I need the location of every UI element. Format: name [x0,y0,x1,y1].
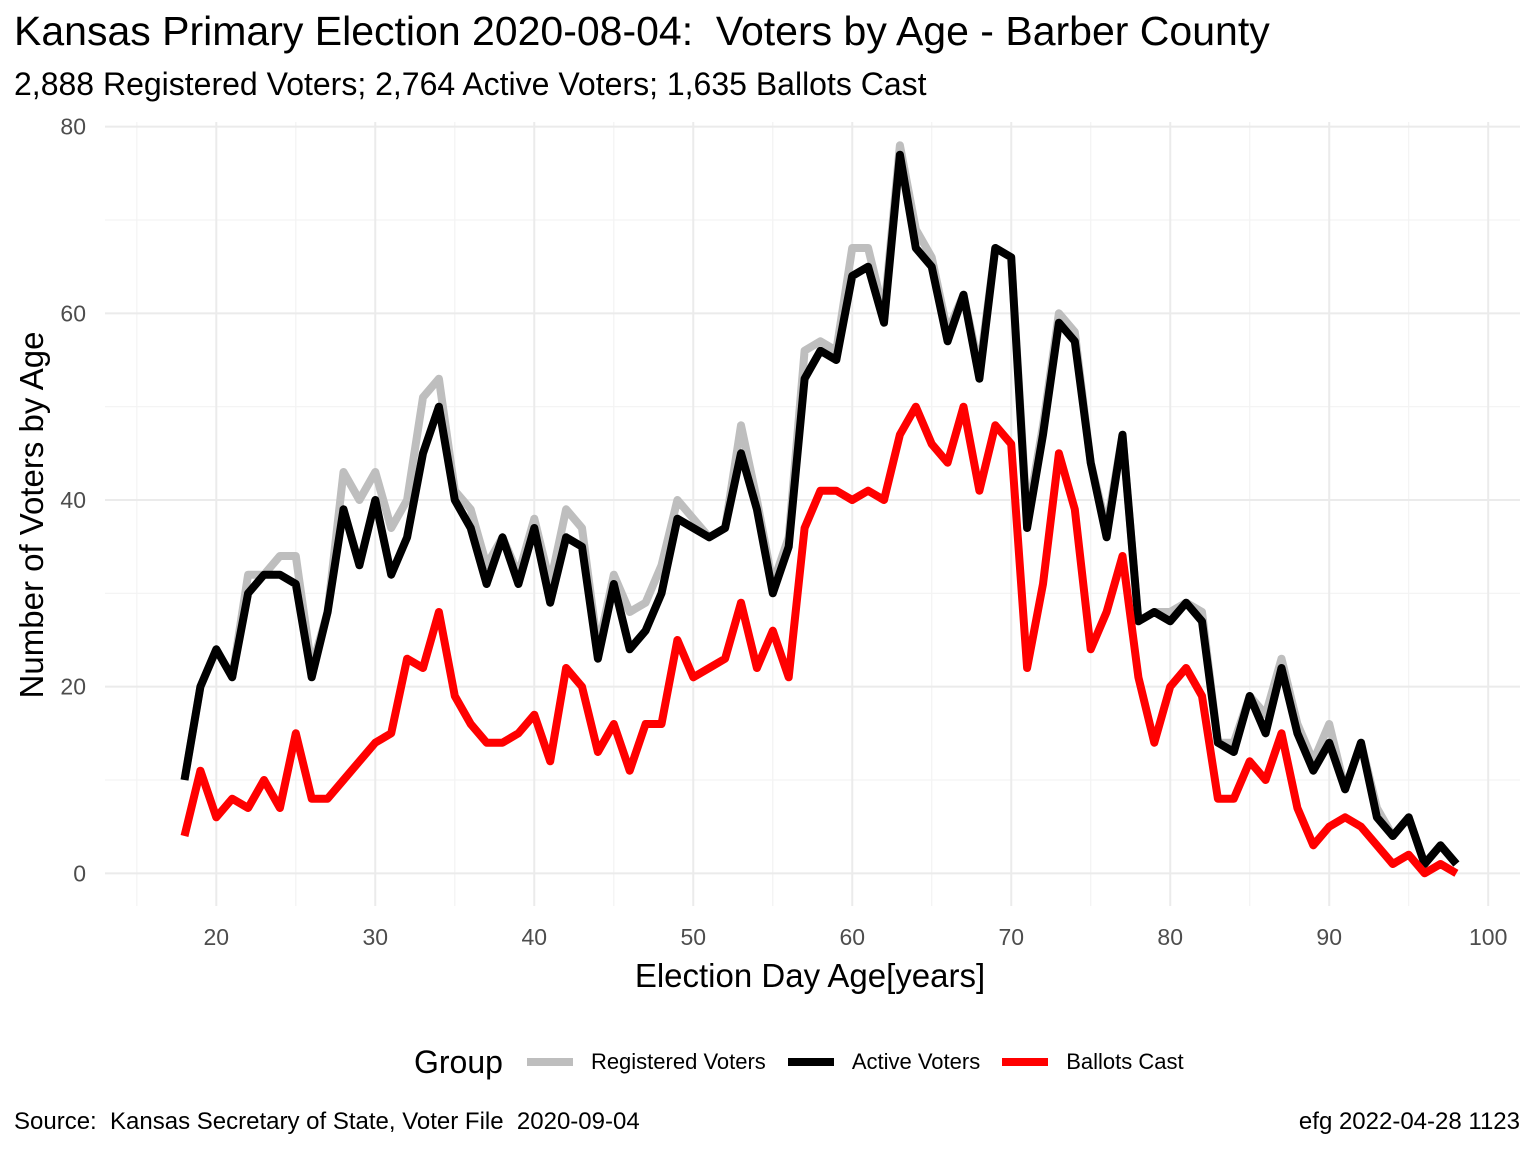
y-tick-labels: 0 20 40 60 80 [60,114,86,887]
legend-item-active: Active Voters [787,1049,981,1075]
y-tick-label: 20 [60,674,86,700]
legend-key-active [787,1058,834,1066]
legend-title: Group [414,1043,503,1080]
legend: Group Registered Voters Active Voters Ba… [414,1040,1206,1084]
x-tick-label: 90 [1316,924,1342,950]
y-tick-label: 60 [60,300,86,326]
x-axis-label: Election Day Age[years] [635,957,985,994]
legend-label-ballots: Ballots Cast [1066,1049,1184,1074]
y-tick-label: 0 [73,860,86,886]
chart-subtitle: 2,888 Registered Voters; 2,764 Active Vo… [14,66,927,102]
chart-title: Kansas Primary Election 2020-08-04: Vote… [14,8,1270,54]
legend-key-ballots [1002,1058,1049,1066]
legend-item-registered: Registered Voters [526,1049,766,1075]
series-lines [180,141,1460,878]
x-tick-label: 60 [839,924,865,950]
x-tick-label: 80 [1157,924,1183,950]
series-line-active-voters [180,150,1460,868]
y-tick-label: 40 [60,487,86,513]
y-tick-label: 80 [60,114,86,140]
x-tick-label: 40 [521,924,547,950]
line-chart: 20 30 40 50 60 70 80 90 100 0 20 40 60 80 Election D… [13,114,1520,994]
legend-key-registered [526,1058,573,1066]
y-axis-label: Number of Voters by Age [13,332,50,699]
source-caption: Source: Kansas Secretary of State, Voter… [14,1108,640,1135]
x-tick-label: 20 [203,924,229,950]
series-line-ballots-cast [180,402,1459,878]
legend-item-ballots: Ballots Cast [1002,1049,1184,1075]
x-tick-label: 100 [1469,924,1507,950]
x-tick-label: 70 [998,924,1024,950]
x-tick-label: 50 [680,924,706,950]
author-caption: efg 2022-04-28 1123 [1298,1108,1520,1135]
legend-label-registered: Registered Voters [590,1049,766,1074]
x-tick-label: 30 [362,924,388,950]
x-tick-labels: 20 30 40 50 60 70 80 90 100 [203,924,1507,950]
legend-label-active: Active Voters [851,1049,981,1074]
